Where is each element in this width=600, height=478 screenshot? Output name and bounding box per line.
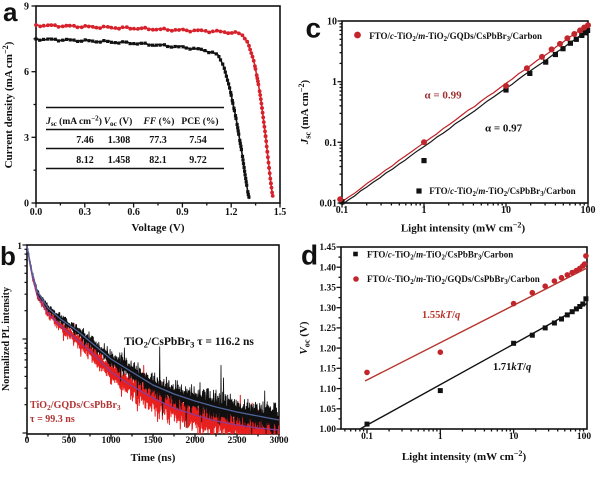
svg-text:2500: 2500 [228,436,247,446]
svg-text:1.2: 1.2 [225,207,238,218]
svg-text:0.1: 0.1 [361,432,373,442]
svg-text:1: 1 [438,432,443,442]
svg-text:0: 0 [24,199,29,210]
svg-text:TiO2/CsPbBr3 τ = 116.2 ns: TiO2/CsPbBr3 τ = 116.2 ns [124,336,254,350]
svg-text:3000: 3000 [270,436,289,446]
svg-text:1.45: 1.45 [319,243,336,253]
svg-text:1.40: 1.40 [319,263,336,273]
svg-text:2000: 2000 [186,436,205,446]
svg-text:6: 6 [24,67,29,78]
svg-text:1.20: 1.20 [319,344,336,354]
svg-text:1000: 1000 [102,436,121,446]
svg-text:1.308: 1.308 [108,135,131,146]
svg-text:1: 1 [422,205,427,216]
svg-text:0.1: 0.1 [336,205,349,216]
svg-text:α = 0.97: α = 0.97 [485,123,523,135]
svg-text:77.3: 77.3 [149,135,167,146]
svg-text:Voltage (V): Voltage (V) [131,222,184,234]
svg-text:τ = 99.3 ns: τ = 99.3 ns [30,414,75,425]
svg-text:1.15: 1.15 [319,365,336,375]
svg-text:1.05: 1.05 [319,405,336,415]
svg-text:0.1: 0.1 [325,138,338,149]
svg-text:FF (%): FF (%) [143,116,175,127]
svg-text:α = 0.99: α = 0.99 [425,90,463,102]
svg-text:0.6: 0.6 [127,207,140,218]
svg-text:Jsc (mA cm−2): Jsc (mA cm−2) [45,114,102,128]
svg-text:Light intensity (mW cm−2): Light intensity (mW cm−2) [401,220,526,234]
svg-text:Time (ns): Time (ns) [131,452,176,464]
svg-text:9.72: 9.72 [189,155,207,166]
svg-text:0.0: 0.0 [30,207,43,218]
svg-text:10: 10 [509,432,519,442]
svg-text:82.1: 82.1 [149,155,167,166]
svg-text:0.01: 0.01 [320,199,338,210]
svg-text:0.3: 0.3 [79,207,92,218]
svg-text:1.30: 1.30 [319,304,336,314]
svg-text:1.458: 1.458 [108,155,131,166]
svg-text:10: 10 [327,17,337,28]
svg-text:FTO/c-TiO2/m-TiO2/CsPbBr3/Carb: FTO/c-TiO2/m-TiO2/CsPbBr3/Carbon [367,250,513,262]
svg-text:1.5: 1.5 [274,207,287,218]
svg-text:Voc (V): Voc (V) [298,321,311,354]
svg-text:Jsc (mA cm−2): Jsc (mA cm−2) [297,79,313,145]
svg-text:Voc (V): Voc (V) [104,116,133,128]
svg-text:Light intensity (mW cm−2): Light intensity (mW cm−2) [402,449,527,463]
svg-text:Normalized PL intensity: Normalized PL intensity [1,287,12,391]
svg-text:100: 100 [577,432,592,442]
svg-text:FTO/c-TiO2/m-TiO2/CsPbBr3/Carb: FTO/c-TiO2/m-TiO2/CsPbBr3/Carbon [429,186,575,198]
svg-text:0: 0 [25,436,30,446]
svg-text:1500: 1500 [144,436,163,446]
svg-text:100: 100 [581,205,596,216]
svg-text:1.55kT/q: 1.55kT/q [422,310,460,321]
svg-text:8.12: 8.12 [76,155,94,166]
svg-text:1.71kT/q: 1.71kT/q [493,362,531,373]
svg-text:10: 10 [501,205,511,216]
svg-text:PCE (%): PCE (%) [181,116,218,127]
svg-text:1: 1 [332,77,337,88]
svg-text:1.35: 1.35 [319,284,336,294]
svg-text:1.25: 1.25 [319,324,336,334]
svg-text:7.46: 7.46 [76,135,94,146]
svg-text:TiO2/GQDs/CsPbBr3: TiO2/GQDs/CsPbBr3 [30,400,121,412]
svg-text:3: 3 [24,133,29,144]
svg-text:9: 9 [24,2,29,13]
svg-text:1.00: 1.00 [319,425,336,435]
svg-text:0.9: 0.9 [176,207,189,218]
svg-text:b: b [0,241,16,271]
svg-text:Current density (mA cm−2): Current density (mA cm−2) [1,41,15,168]
svg-text:d: d [301,240,318,271]
svg-text:500: 500 [62,436,77,446]
svg-text:1: 1 [17,242,22,252]
svg-text:FTO/c-TiO2/m-TiO2/GQDs/CsPbBr3: FTO/c-TiO2/m-TiO2/GQDs/CsPbBr3/Carbon [367,274,540,286]
svg-text:1.10: 1.10 [319,385,336,395]
svg-text:a: a [3,0,18,27]
svg-text:c: c [306,13,322,44]
svg-text:FTO/c-TiO2/m-TiO2/GQDs/CsPbBr3: FTO/c-TiO2/m-TiO2/GQDs/CsPbBr3/Carbon [369,31,542,43]
svg-text:7.54: 7.54 [189,135,207,146]
